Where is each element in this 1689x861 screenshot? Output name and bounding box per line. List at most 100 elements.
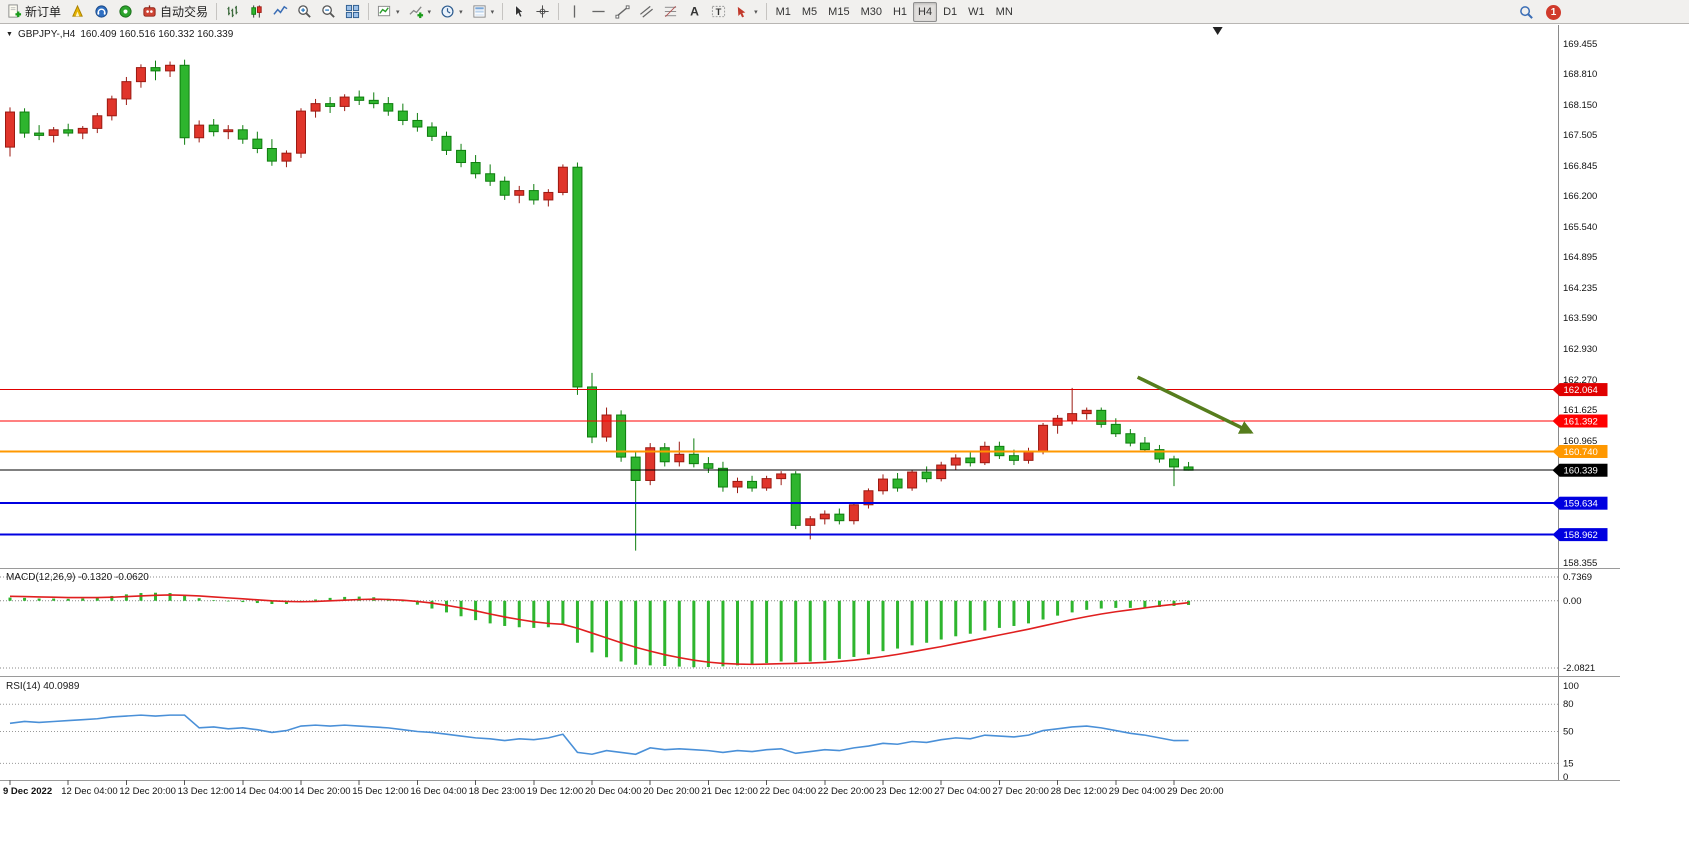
metaeditor-button[interactable] [66, 2, 89, 22]
arrow-annotation[interactable] [1136, 375, 1254, 434]
candle-body [747, 480, 758, 489]
time-axis-label: 16 Dec 04:00 [410, 786, 467, 797]
timeframe-button-H1[interactable]: H1 [888, 2, 912, 22]
rsi-line [9, 714, 1189, 756]
candle-body [383, 103, 394, 112]
zoom-in-button[interactable] [293, 2, 316, 22]
periods-button[interactable]: ▾ [436, 2, 467, 22]
candle-body [1110, 423, 1121, 435]
trendline-tool-button[interactable] [611, 2, 634, 22]
timeframe-button-M5[interactable]: M5 [797, 2, 822, 22]
dropdown-caret-icon: ▾ [459, 8, 463, 16]
candle-body [48, 129, 59, 136]
chart-collapse-icon[interactable]: ▼ [6, 31, 13, 38]
fibonacci-tool-button[interactable] [659, 2, 682, 22]
toolbar-separator [368, 3, 370, 20]
horizontal-line-tool-button[interactable] [587, 2, 610, 22]
headset-button[interactable] [90, 2, 113, 22]
candle-body [863, 490, 874, 506]
record-button[interactable] [114, 2, 137, 22]
toolbar: 新订单 [0, 0, 1689, 24]
macd-axis-label: 0.7369 [1563, 572, 1592, 583]
channel-icon [640, 5, 654, 18]
dropdown-caret-icon: ▾ [490, 8, 495, 16]
add-indicator-icon [409, 6, 423, 19]
timeframe-button-M1[interactable]: M1 [771, 2, 796, 22]
candle-body [907, 471, 918, 489]
candle-body [703, 463, 714, 469]
candle-body [805, 518, 816, 526]
candle-body [470, 162, 481, 175]
candle-body [834, 513, 845, 522]
candle-body [732, 480, 743, 488]
new-chart-button[interactable]: ▾ [373, 2, 404, 22]
timeframe-button-M15[interactable]: M15 [823, 2, 854, 22]
text-tool-button[interactable]: A [683, 2, 706, 22]
candle-body [281, 152, 292, 162]
candle-body [848, 504, 859, 522]
cursor-tool-button[interactable] [507, 2, 530, 22]
auto-trading-icon [143, 5, 156, 17]
candle-body [441, 135, 452, 151]
text-label-tool-button[interactable]: T [707, 2, 730, 22]
trendline-icon [615, 5, 630, 19]
rsi-indicator-label: RSI(14) 40.0989 [6, 681, 80, 692]
candle-body [979, 445, 990, 464]
fibonacci-icon [664, 6, 677, 17]
line-chart-mode-button[interactable] [269, 2, 292, 22]
vertical-line-tool-button[interactable] [563, 2, 586, 22]
new-order-button[interactable]: 新订单 [3, 2, 65, 22]
new-order-icon [8, 4, 22, 18]
time-axis-label: 18 Dec 23:00 [469, 786, 526, 797]
zoom-out-button[interactable] [317, 2, 340, 22]
auto-trading-button[interactable]: 自动交易 [138, 2, 212, 22]
candle-body [165, 64, 176, 72]
notification-badge[interactable]: 1 [1546, 4, 1561, 20]
price-axis-label: 168.810 [1563, 69, 1597, 80]
candle-body [150, 67, 161, 72]
price-badge [1559, 496, 1608, 510]
candle-body [645, 447, 656, 481]
price-axis-label: 162.930 [1563, 344, 1597, 355]
time-axis-label: 20 Dec 04:00 [585, 786, 642, 797]
templates-button[interactable]: ▾ [468, 2, 499, 22]
price-axis-label: 162.270 [1563, 375, 1597, 386]
candle-body [1154, 449, 1165, 460]
time-axis-label: 12 Dec 04:00 [61, 786, 118, 797]
candle-body [92, 115, 103, 129]
price-badge-notch [1552, 496, 1560, 510]
tile-windows-button[interactable] [341, 2, 364, 22]
timeframe-button-M30[interactable]: M30 [856, 2, 887, 22]
price-axis-label: 169.455 [1563, 39, 1597, 50]
cursor-icon [515, 4, 524, 18]
dropdown-caret-icon: ▾ [754, 8, 758, 16]
timeframe-button-MN[interactable]: MN [991, 2, 1018, 22]
bar-chart-mode-button[interactable] [221, 2, 244, 22]
candle-body [106, 98, 117, 117]
chart-shift-marker[interactable] [1212, 27, 1223, 35]
time-axis-label: 12 Dec 20:00 [119, 786, 176, 797]
price-badge [1559, 414, 1608, 428]
crosshair-tool-button[interactable] [531, 2, 554, 22]
price-axis-label: 165.540 [1563, 222, 1597, 233]
time-axis-label: 13 Dec 12:00 [178, 786, 235, 797]
rsi-axis-label: 15 [1563, 758, 1574, 769]
candle-body [135, 67, 146, 83]
candle-body [921, 471, 932, 480]
timeframe-button-D1[interactable]: D1 [938, 2, 962, 22]
channel-tool-button[interactable] [635, 2, 658, 22]
candle-body [616, 414, 627, 458]
candlestick-mode-button[interactable] [245, 2, 268, 22]
timeframe-button-H4[interactable]: H4 [913, 1, 938, 22]
candle-body [223, 129, 234, 133]
timeframe-button-W1[interactable]: W1 [963, 2, 990, 22]
search-button[interactable] [1515, 2, 1538, 22]
horizontal-line-icon [592, 10, 605, 13]
candle-body [426, 126, 437, 137]
arrows-tool-button[interactable]: ▾ [731, 2, 762, 22]
toolbar-separator [502, 3, 504, 20]
indicators-button[interactable]: ▾ [405, 2, 436, 22]
candle-body [310, 103, 321, 112]
